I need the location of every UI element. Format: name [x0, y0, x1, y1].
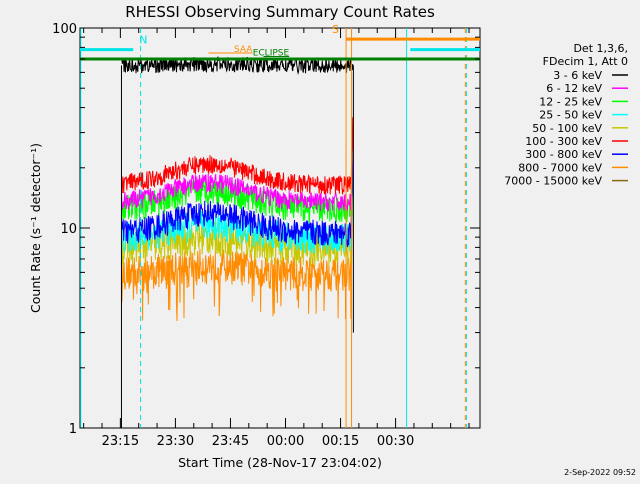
- series-line-100-300keV: [121, 116, 354, 195]
- legend-label: 12 - 25 keV: [539, 95, 602, 108]
- x-tick-label: 23:15: [102, 434, 139, 449]
- legend-header-line-2: FDecim 1, Att 0: [543, 55, 628, 68]
- y-axis-label: Count Rate (s⁻¹ detector⁻¹): [28, 143, 43, 313]
- x-tick-label: 23:30: [157, 434, 194, 449]
- y-tick-label: 10: [60, 222, 77, 237]
- series-layer: [120, 56, 354, 428]
- legend-label: 800 - 7000 keV: [518, 161, 602, 174]
- legend-label: 25 - 50 keV: [539, 109, 602, 122]
- y-tick-label: 1: [69, 422, 77, 437]
- series-line-300-800keV: [121, 158, 354, 248]
- y-tick-label: 100: [52, 22, 77, 37]
- legend-label: 3 - 6 keV: [553, 69, 602, 82]
- flag-label: SAA: [234, 45, 253, 55]
- axes-layer: 1 10 100 23:15 23:30 23:45 00:00 00:15 00:30: [52, 22, 480, 449]
- footer-date: 2-Sep-2022 09:52: [564, 468, 636, 477]
- flag-label: S: [332, 23, 339, 36]
- flag-label: N: [139, 34, 147, 47]
- chart-title: RHESSI Observing Summary Count Rates: [125, 3, 435, 21]
- flag-label: ECLIPSE: [253, 49, 290, 59]
- legend-label: 300 - 800 keV: [525, 148, 602, 161]
- annotation-layer: N S SAA ECLIPSE: [80, 23, 480, 428]
- legend-label: 7000 - 15000 keV: [504, 175, 602, 188]
- x-tick-label: 00:30: [377, 434, 414, 449]
- x-tick-label: 00:15: [322, 434, 359, 449]
- x-axis-label: Start Time (28-Nov-17 23:04:02): [178, 455, 382, 470]
- x-tick-label: 00:00: [267, 434, 304, 449]
- x-tick-label: 23:45: [212, 434, 249, 449]
- series-line-6-12keV: [121, 123, 354, 212]
- legend-label: 100 - 300 keV: [525, 135, 602, 148]
- legend-label: 6 - 12 keV: [546, 82, 602, 95]
- legend-header-line-1: Det 1,3,6,: [573, 42, 628, 55]
- legend-label: 50 - 100 keV: [532, 122, 602, 135]
